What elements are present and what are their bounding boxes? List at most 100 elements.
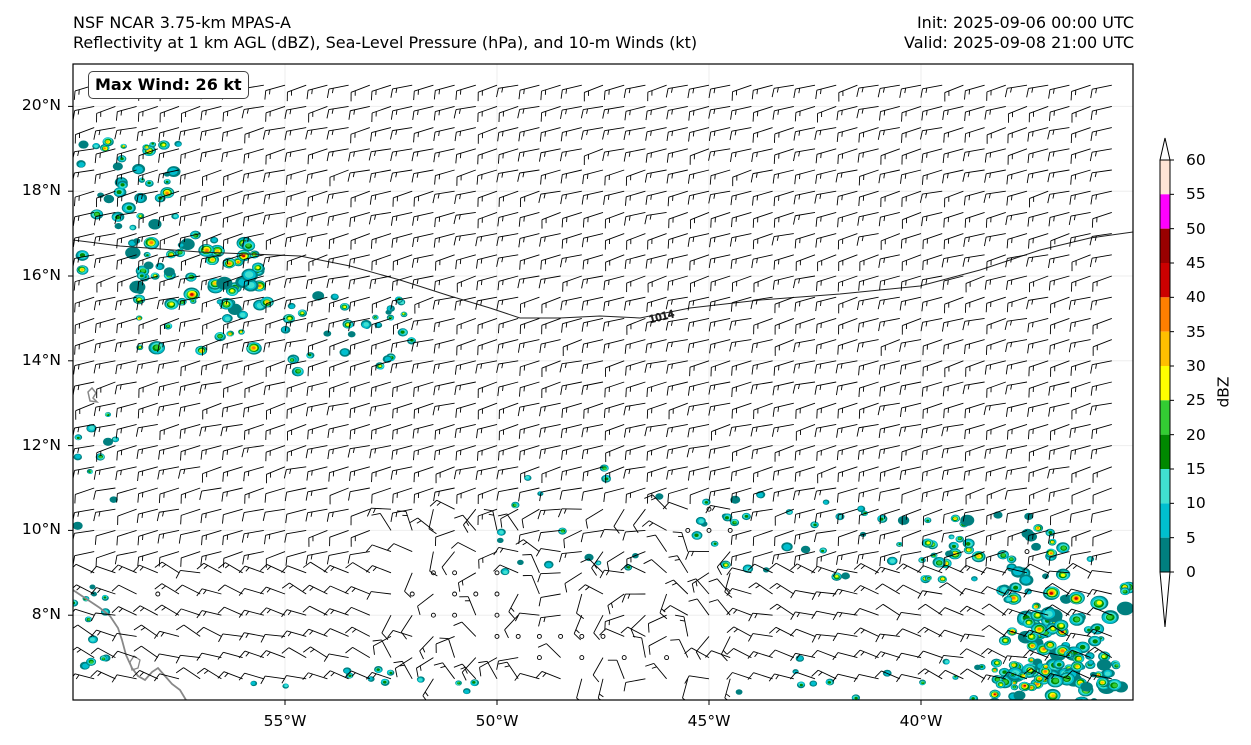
wind-barb <box>453 105 476 119</box>
wind-barb <box>708 84 731 99</box>
colorbar-segment <box>1160 297 1170 332</box>
colorbar <box>1159 137 1174 628</box>
colorbar-tick-label: 5 <box>1186 528 1196 547</box>
wind-barb <box>222 105 243 122</box>
wind-barb <box>1048 84 1070 99</box>
wind-barb <box>793 84 816 99</box>
reflectivity-echo <box>230 289 234 293</box>
reflectivity-echo <box>926 541 930 545</box>
colorbar-tick-label: 60 <box>1186 151 1206 169</box>
lon-label: 55°W <box>263 712 307 730</box>
reflectivity-echo <box>1001 553 1006 557</box>
reflectivity-echo <box>858 506 864 511</box>
isobar-layer: 1014 <box>73 231 1133 326</box>
reflectivity-echo <box>1026 621 1031 625</box>
reflectivity-echo <box>897 515 910 525</box>
reflectivity-echo <box>735 689 743 695</box>
reflectivity-echo <box>1048 531 1053 535</box>
reflectivity-echo <box>332 294 338 299</box>
reflectivity-echo <box>503 570 508 574</box>
wind-barb <box>944 84 964 102</box>
reflectivity-echo <box>383 680 387 684</box>
reflectivity-echo <box>1096 600 1102 605</box>
wind-barb <box>751 84 773 100</box>
reflectivity-echo <box>937 561 942 565</box>
wind-barb <box>371 105 392 123</box>
reflectivity-echo <box>120 157 124 161</box>
reflectivity-echo <box>205 249 209 252</box>
title-line1: NSF NCAR 3.75-km MPAS-A <box>73 13 291 32</box>
colorbar-segment <box>1160 366 1170 401</box>
reflectivity-echo <box>1037 677 1041 680</box>
wind-barb <box>623 84 646 98</box>
reflectivity-echo <box>1009 557 1013 561</box>
reflectivity-echo <box>1096 659 1112 671</box>
reflectivity-echo <box>1024 531 1038 542</box>
reflectivity-echo <box>821 549 825 553</box>
reflectivity-echo <box>130 226 135 230</box>
reflectivity-echo <box>120 183 125 187</box>
reflectivity-echo <box>375 322 381 327</box>
reflectivity-echo <box>757 492 764 498</box>
reflectivity-echo <box>823 500 828 505</box>
reflectivity-echo <box>698 519 704 524</box>
reflectivity-echo <box>994 669 996 671</box>
reflectivity-echo <box>145 146 148 148</box>
reflectivity-echo <box>112 437 117 441</box>
colorbar-segment <box>1160 469 1170 504</box>
reflectivity-echo <box>323 330 332 337</box>
reflectivity-echo <box>1043 670 1047 673</box>
wind-barb <box>496 84 519 98</box>
wind-barb <box>159 105 180 123</box>
reflectivity-echo <box>974 664 981 671</box>
wind-barb <box>583 84 604 102</box>
wind-barb <box>580 105 604 119</box>
coastline <box>73 386 187 700</box>
reflectivity-echo <box>1079 699 1085 700</box>
reflectivity-echo <box>1097 674 1100 676</box>
reflectivity-echo <box>797 656 803 661</box>
reflectivity-echo <box>835 575 839 578</box>
isobar-1014 <box>73 231 1133 319</box>
wind-barb <box>856 84 879 97</box>
reflectivity-echo <box>1074 597 1078 600</box>
reflectivity-echo <box>78 162 85 168</box>
colorbar-tick-label: 0 <box>1186 563 1196 581</box>
reflectivity-echo <box>1030 659 1032 662</box>
wind-barb <box>899 84 922 98</box>
reflectivity-echo <box>1030 644 1034 647</box>
lat-label: 18°N <box>21 181 61 200</box>
reflectivity-echo <box>1021 674 1025 677</box>
reflectivity-echo <box>89 584 96 590</box>
reflectivity-echo <box>1029 634 1034 638</box>
wind-barb <box>264 84 286 100</box>
wind-barb <box>877 84 900 98</box>
reflectivity-echo <box>250 681 256 685</box>
reflectivity-echo <box>224 316 231 321</box>
colorbar-tick-label: 10 <box>1186 494 1206 513</box>
max-wind-box: Max Wind: 26 kt <box>88 71 249 99</box>
reflectivity-echo <box>1044 610 1053 618</box>
reflectivity-echo <box>854 696 858 700</box>
wind-barb <box>200 105 222 121</box>
reflectivity-echo <box>1031 542 1041 551</box>
reflectivity-echo <box>1030 686 1033 689</box>
reflectivity-echo <box>246 243 251 248</box>
reflectivity-echo <box>545 562 552 568</box>
init-time: Init: 2025-09-06 00:00 UTC <box>916 13 1134 32</box>
reflectivity-echo <box>940 578 944 581</box>
colorbar-tick-label: 30 <box>1186 357 1206 375</box>
reflectivity-echo <box>169 302 174 306</box>
wind-barb <box>1070 84 1091 101</box>
reflectivity-echo <box>1051 694 1056 698</box>
wind-barb <box>180 105 201 123</box>
reflectivity-echo <box>950 536 954 539</box>
colorbar-segment <box>1160 194 1170 229</box>
reflectivity-echo <box>704 501 709 504</box>
reflectivity-echo <box>724 564 728 567</box>
colorbar-unit-label: dBZ <box>1214 376 1233 408</box>
reflectivity-echo <box>976 554 980 558</box>
reflectivity-echo <box>418 678 423 682</box>
reflectivity-echo <box>217 300 222 304</box>
